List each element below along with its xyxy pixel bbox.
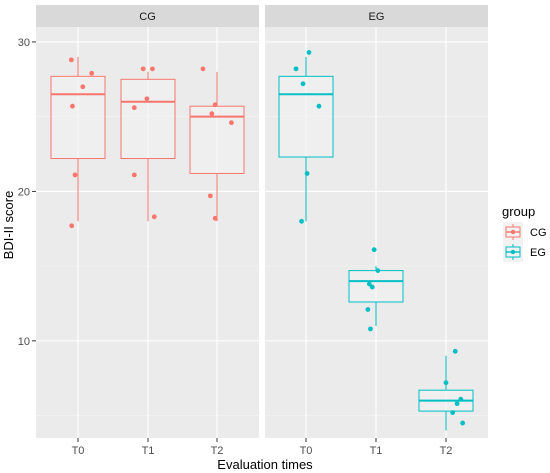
data-point xyxy=(72,172,78,178)
data-point xyxy=(131,172,137,178)
data-point xyxy=(69,223,75,229)
data-point xyxy=(452,348,458,354)
data-point xyxy=(151,214,157,220)
box-t1 xyxy=(120,66,176,222)
data-point xyxy=(229,120,234,126)
data-point xyxy=(68,57,74,63)
data-point xyxy=(368,326,373,332)
box-iqr xyxy=(348,270,404,303)
data-point xyxy=(316,103,322,109)
data-point xyxy=(306,50,312,55)
box-t0 xyxy=(278,50,334,224)
x-tick-label: T1 xyxy=(370,445,383,457)
data-point xyxy=(375,268,381,274)
x-axis-title: Evaluation times xyxy=(217,457,313,472)
data-point xyxy=(207,193,213,199)
data-point xyxy=(304,171,310,176)
data-point xyxy=(366,281,372,287)
y-axis: 10 20 30 xyxy=(18,37,36,348)
box-iqr xyxy=(278,75,334,158)
y-axis-title: BDI-II score xyxy=(1,191,16,260)
data-point xyxy=(460,420,466,426)
legend-title: group xyxy=(502,204,535,219)
legend-label: EG xyxy=(530,247,546,259)
legend-key-point xyxy=(510,249,516,255)
x-tick-label: T2 xyxy=(211,445,224,457)
data-point xyxy=(454,401,460,407)
x-tick-label: T2 xyxy=(440,445,453,457)
x-tick-label: T1 xyxy=(142,445,155,457)
data-point xyxy=(200,66,206,72)
data-point xyxy=(144,96,150,102)
data-point xyxy=(371,247,377,253)
data-point xyxy=(212,102,218,108)
x-tick-label: T0 xyxy=(300,445,313,457)
data-point xyxy=(209,111,215,117)
data-point xyxy=(131,105,137,111)
data-point xyxy=(80,84,86,90)
box-t0 xyxy=(50,56,106,229)
data-point xyxy=(369,284,375,290)
legend-entry-eg: EG xyxy=(503,242,546,262)
strip-label: EG xyxy=(369,11,385,23)
box-t1 xyxy=(348,247,404,332)
data-point xyxy=(89,70,95,76)
data-point xyxy=(212,215,218,221)
box-t2 xyxy=(189,66,245,222)
strip-label: CG xyxy=(139,11,156,23)
y-tick-label: 30 xyxy=(18,37,30,49)
strip-header xyxy=(36,5,259,27)
y-tick-label: 10 xyxy=(18,336,30,348)
panel-eg: EG T0 T1 T2 xyxy=(265,5,488,457)
box-iqr xyxy=(50,75,106,160)
data-point xyxy=(150,66,155,72)
data-point xyxy=(293,66,299,72)
legend-key-point xyxy=(510,229,516,235)
box-t2 xyxy=(418,348,474,431)
box-iqr xyxy=(120,78,176,160)
data-point xyxy=(70,103,75,109)
data-point xyxy=(450,410,456,415)
legend-entry-cg: CG xyxy=(503,222,547,242)
data-point xyxy=(443,380,449,386)
legend-label: CG xyxy=(530,227,547,239)
data-point xyxy=(365,307,371,312)
strip-header xyxy=(265,5,488,27)
panel-cg: CG T0 T1 T2 xyxy=(36,5,259,457)
data-point xyxy=(300,81,306,87)
legend: group CG EG xyxy=(502,204,547,262)
x-tick-label: T0 xyxy=(72,445,85,457)
data-point xyxy=(299,218,304,224)
y-tick-label: 20 xyxy=(18,186,30,198)
facet-panels: CG T0 T1 T2 EG T0 T1 T2 xyxy=(36,5,488,457)
data-point xyxy=(140,66,146,72)
data-point xyxy=(458,396,464,402)
